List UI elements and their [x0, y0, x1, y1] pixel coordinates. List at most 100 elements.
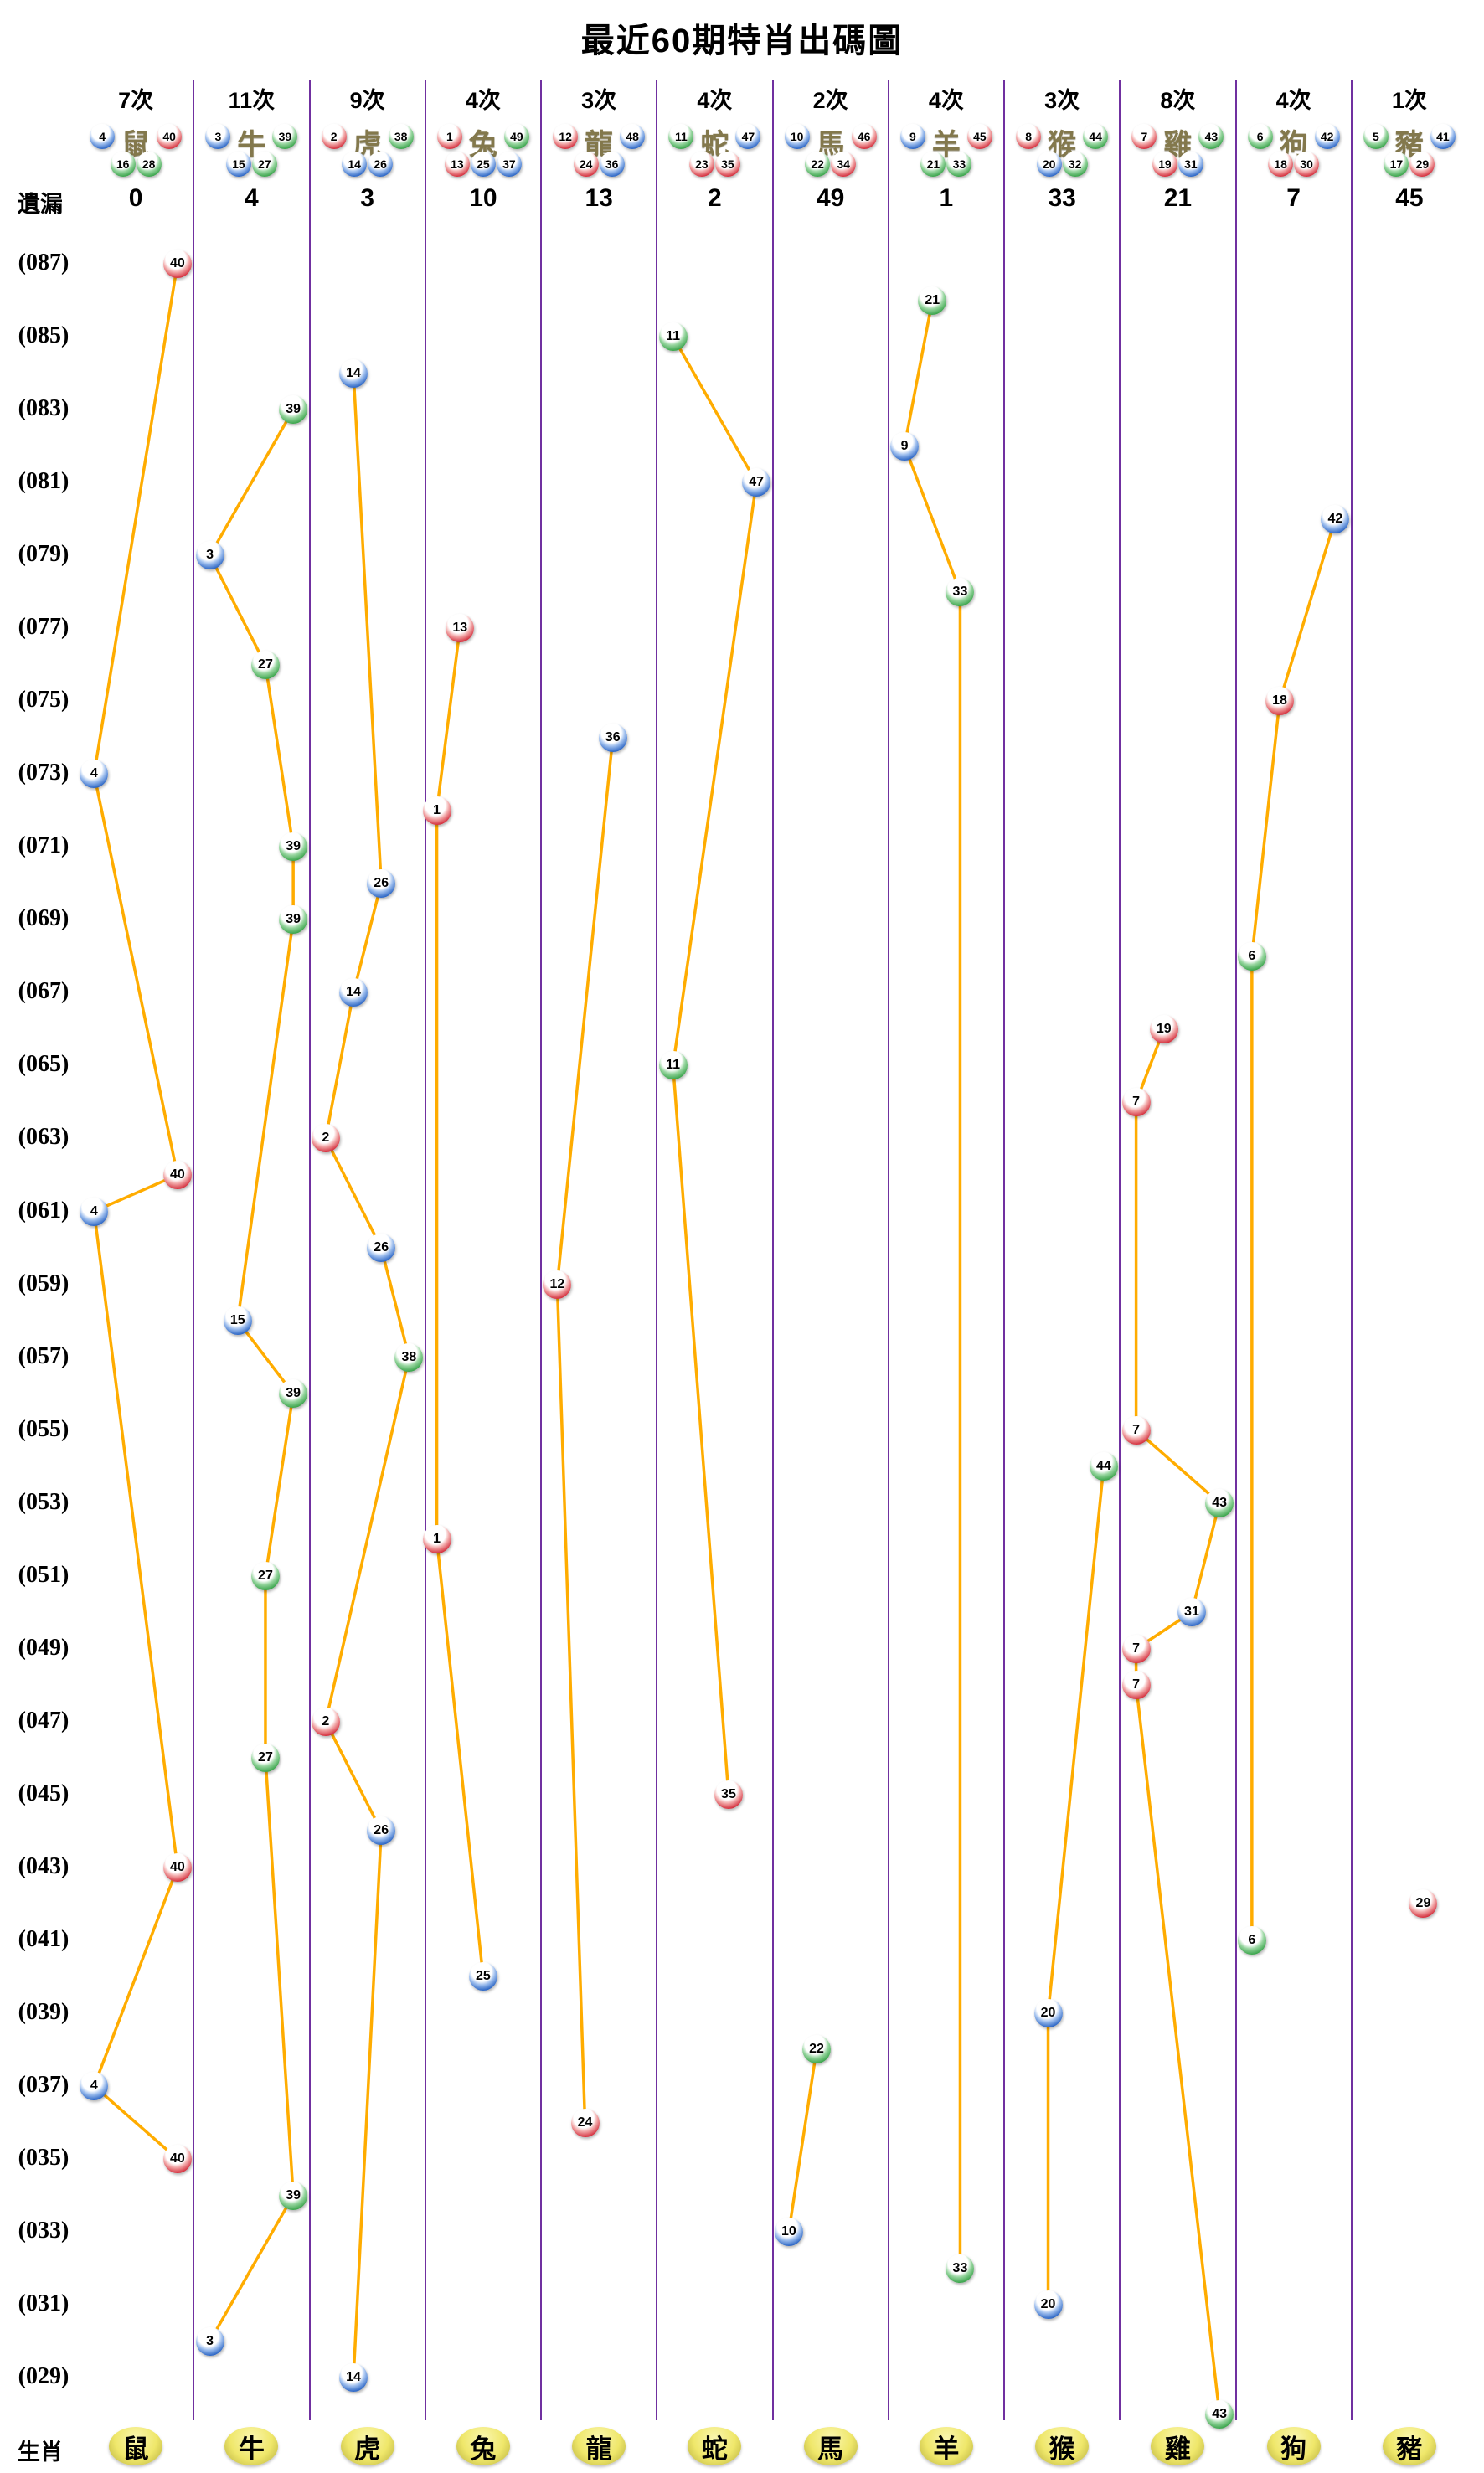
chart-ball: 1 [422, 1525, 451, 1554]
column-separator [308, 80, 311, 2420]
column-separator [1003, 80, 1005, 2420]
chart-ball: 47 [742, 468, 771, 497]
period-label: (065) [18, 1051, 70, 1078]
chart-ball: 19 [1149, 1014, 1178, 1043]
chart-ball: 27 [250, 1561, 280, 1590]
zodiac-row-label: 生肖 [18, 2440, 63, 2465]
zodiac-footer-oval: 羊 [919, 2427, 973, 2465]
zodiac-footer-oval: 兔 [456, 2427, 510, 2465]
trend-line-狗 [1250, 518, 1337, 1940]
miss-value: 49 [816, 184, 845, 212]
chart-ball: 29 [1409, 1889, 1438, 1919]
header-ball: 22 [805, 152, 831, 177]
period-label: (079) [18, 541, 70, 568]
chart-ball: 22 [802, 2035, 832, 2064]
column-separator [1234, 80, 1237, 2420]
chart-ball: 14 [339, 358, 368, 388]
appear-count-label: 4次 [697, 88, 733, 113]
miss-value: 1 [939, 184, 954, 212]
miss-value: 21 [1163, 184, 1193, 212]
header-ball: 10 [784, 124, 810, 149]
trend-line-虎 [324, 373, 411, 2378]
trend-line-雞 [1134, 1028, 1221, 2414]
period-label: (035) [18, 2145, 70, 2172]
chart-ball: 6 [1237, 1925, 1266, 1955]
chart-ball: 36 [598, 723, 627, 752]
appear-count-label: 4次 [928, 88, 964, 113]
footer-zodiac-char: 馬 [817, 2434, 844, 2464]
period-label: (085) [18, 322, 70, 349]
header-ball: 4 [90, 124, 116, 149]
chart-ball: 13 [446, 614, 475, 643]
appear-count-label: 7次 [118, 88, 154, 113]
column-separator [193, 80, 195, 2420]
zodiac-footer-oval: 雞 [1151, 2427, 1205, 2465]
period-label: (075) [18, 687, 70, 714]
miss-value: 13 [585, 184, 613, 212]
chart-ball: 40 [162, 2145, 192, 2174]
chart-ball: 20 [1033, 2290, 1063, 2320]
header-ball: 15 [225, 152, 251, 177]
chart-ball: 21 [918, 286, 947, 315]
header-ball: 47 [735, 124, 761, 149]
period-label: (061) [18, 1197, 70, 1224]
chart-ball: 25 [468, 1962, 497, 1991]
header-ball: 28 [136, 152, 162, 177]
chart-ball: 10 [774, 2218, 803, 2247]
chart-ball: 18 [1265, 687, 1295, 716]
footer-zodiac-char: 猴 [1049, 2434, 1075, 2464]
footer-zodiac-char: 蛇 [701, 2434, 728, 2464]
column-separator [1350, 80, 1353, 2420]
chart-ball: 11 [658, 322, 688, 352]
header-ball: 5 [1363, 124, 1389, 149]
chart-ball: 4 [80, 2072, 109, 2100]
zodiac-footer-oval: 馬 [803, 2427, 858, 2465]
zodiac-footer-oval: 龍 [572, 2427, 626, 2465]
header-ball: 40 [157, 124, 183, 149]
header-ball: 26 [368, 152, 394, 177]
chart-ball: 39 [279, 905, 308, 935]
header-ball: 48 [620, 124, 646, 149]
period-label: (037) [18, 2072, 70, 2098]
period-label: (083) [18, 395, 70, 422]
chart-ball: 27 [250, 650, 280, 679]
period-label: (033) [18, 2218, 70, 2244]
header-ball: 16 [110, 152, 136, 177]
header-ball: 17 [1384, 152, 1409, 177]
zodiac-footer-oval: 蛇 [688, 2427, 742, 2465]
chart-ball: 3 [195, 541, 224, 570]
header-ball: 6 [1247, 124, 1273, 149]
chart-ball: 38 [394, 1342, 424, 1372]
miss-value: 4 [245, 184, 259, 212]
chart-ball: 12 [543, 1270, 572, 1299]
appear-count-label: 3次 [581, 88, 617, 113]
chart-ball: 43 [1205, 1488, 1234, 1517]
miss-value: 33 [1048, 184, 1076, 212]
miss-value: 7 [1286, 184, 1301, 212]
header-ball: 25 [470, 152, 496, 177]
chart-ball: 14 [339, 2363, 368, 2393]
trend-line-馬 [787, 2049, 818, 2233]
chart-ball: 40 [162, 250, 192, 278]
column-separator [771, 80, 774, 2420]
header-ball: 18 [1268, 152, 1294, 177]
chart-ball: 26 [367, 1234, 396, 1263]
chart-ball: 40 [162, 1161, 192, 1189]
trend-line-牛 [208, 409, 295, 2342]
header-ball: 49 [503, 124, 529, 149]
chart-ball: 15 [223, 1306, 252, 1336]
zodiac-footer-oval: 鼠 [109, 2427, 163, 2465]
header-ball: 37 [496, 152, 522, 177]
zodiac-footer-oval: 豬 [1382, 2427, 1436, 2465]
chart-ball: 7 [1121, 1634, 1151, 1663]
zodiac-footer-oval: 狗 [1266, 2427, 1321, 2465]
period-label: (039) [18, 1998, 70, 2025]
miss-value: 10 [469, 184, 497, 212]
column-separator [656, 80, 658, 2420]
appear-count-label: 8次 [1160, 88, 1196, 113]
chart-ball: 20 [1033, 1998, 1063, 2027]
header-ball: 11 [668, 124, 694, 149]
footer-zodiac-char: 虎 [354, 2434, 381, 2464]
appear-count-label: 4次 [1275, 88, 1311, 113]
